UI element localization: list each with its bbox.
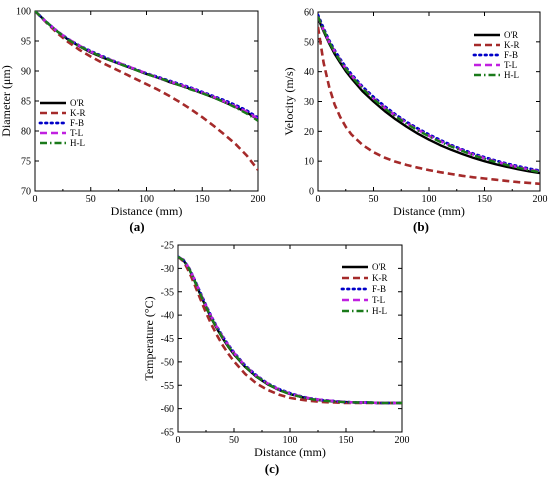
chart-panel-1: 0 50 100 150 200 0 10 20 30 40 50 60 Distance (mm) Ve… [282,8,548,235]
y-tick-label: -40 [161,311,174,322]
x-tick-label: 0 [316,194,321,205]
y-tick-label: 70 [21,187,31,198]
series-line-hl [318,16,540,174]
x-tick-label: 0 [176,435,181,446]
legend-label: F-B [70,118,84,128]
legend-label: T-L [70,128,83,138]
y-tick-label: 40 [304,67,314,78]
panel-label: (a) [129,219,144,234]
legend-label: O'R [504,30,518,40]
y-tick-label: 20 [304,127,314,138]
y-tick-label: -30 [161,264,174,275]
y-tick-label: 95 [21,37,31,48]
y-tick-label: 75 [21,157,31,168]
series-line-kr [318,26,540,186]
legend-label: H-L [504,70,519,80]
series-line-kr [35,11,258,171]
y-tick-label: 50 [304,37,314,48]
x-tick-label: 50 [229,435,239,446]
y-tick-label: 10 [304,157,314,168]
x-tick-label: 50 [86,194,96,205]
y-tick-label: 90 [21,67,31,78]
x-tick-label: 200 [395,435,410,446]
y-tick-label: 85 [21,97,31,108]
x-tick-label: 200 [533,194,548,205]
y-tick-label: -60 [161,404,174,415]
panel-label: (c) [265,461,279,476]
legend-label: K-R [70,108,86,118]
y-axis-label: Velocity (m/s) [282,67,296,135]
x-tick-label: 200 [251,194,266,205]
legend-label: K-R [504,40,520,50]
y-tick-label: -65 [161,428,174,439]
legend-label: F-B [372,284,386,294]
y-tick-label: 80 [21,127,31,138]
x-axis-label: Distance (mm) [111,204,183,218]
series-line-hl [35,11,258,122]
y-tick-label: 60 [304,8,314,19]
legend-label: T-L [372,295,385,305]
x-tick-label: 100 [422,194,437,205]
x-axis-label: Distance (mm) [393,204,465,218]
legend-label: H-L [70,138,85,148]
x-tick-label: 50 [369,194,379,205]
y-tick-label: -50 [161,357,174,368]
legend-label: K-R [372,273,388,283]
legend: O'RK-RF-BT-LH-L [340,262,388,316]
series-line-kr [178,255,402,405]
x-tick-label: 150 [195,194,210,205]
y-axis-label: Diameter (μm) [0,65,13,136]
y-axis-label: Temperature (°C) [142,296,156,380]
legend-label: H-L [372,306,387,316]
y-tick-label: 30 [304,97,314,108]
legend-label: T-L [504,60,517,70]
x-tick-label: 150 [477,194,492,205]
legend-label: F-B [504,50,518,60]
x-tick-label: 0 [33,194,38,205]
series-line-or [178,255,402,405]
series-line-tl [35,11,258,121]
y-tick-label: -45 [161,334,174,345]
y-tick-label: 100 [16,7,31,18]
legend: O'RK-RF-BT-LH-L [38,98,86,148]
legend-label: O'R [372,262,386,272]
x-tick-label: 150 [339,435,354,446]
y-tick-label: 0 [309,187,314,198]
series-line-fb [178,255,402,405]
x-axis-label: Distance (mm) [254,445,326,459]
panel-label: (b) [413,219,429,234]
series-line-hl [178,255,402,405]
x-tick-label: 100 [283,435,298,446]
legend-label: O'R [70,98,84,108]
y-tick-label: -25 [161,241,174,252]
y-tick-label: -35 [161,287,174,298]
x-tick-label: 100 [139,194,154,205]
chart-panel-2: 0 50 100 150 200 -65 -60 -55 -50 -45 -40 -35 -30 -25 D… [142,241,410,477]
y-tick-label: -55 [161,381,174,392]
series-line-tl [178,255,402,405]
legend: O'RK-RF-BT-LH-L [472,30,520,80]
